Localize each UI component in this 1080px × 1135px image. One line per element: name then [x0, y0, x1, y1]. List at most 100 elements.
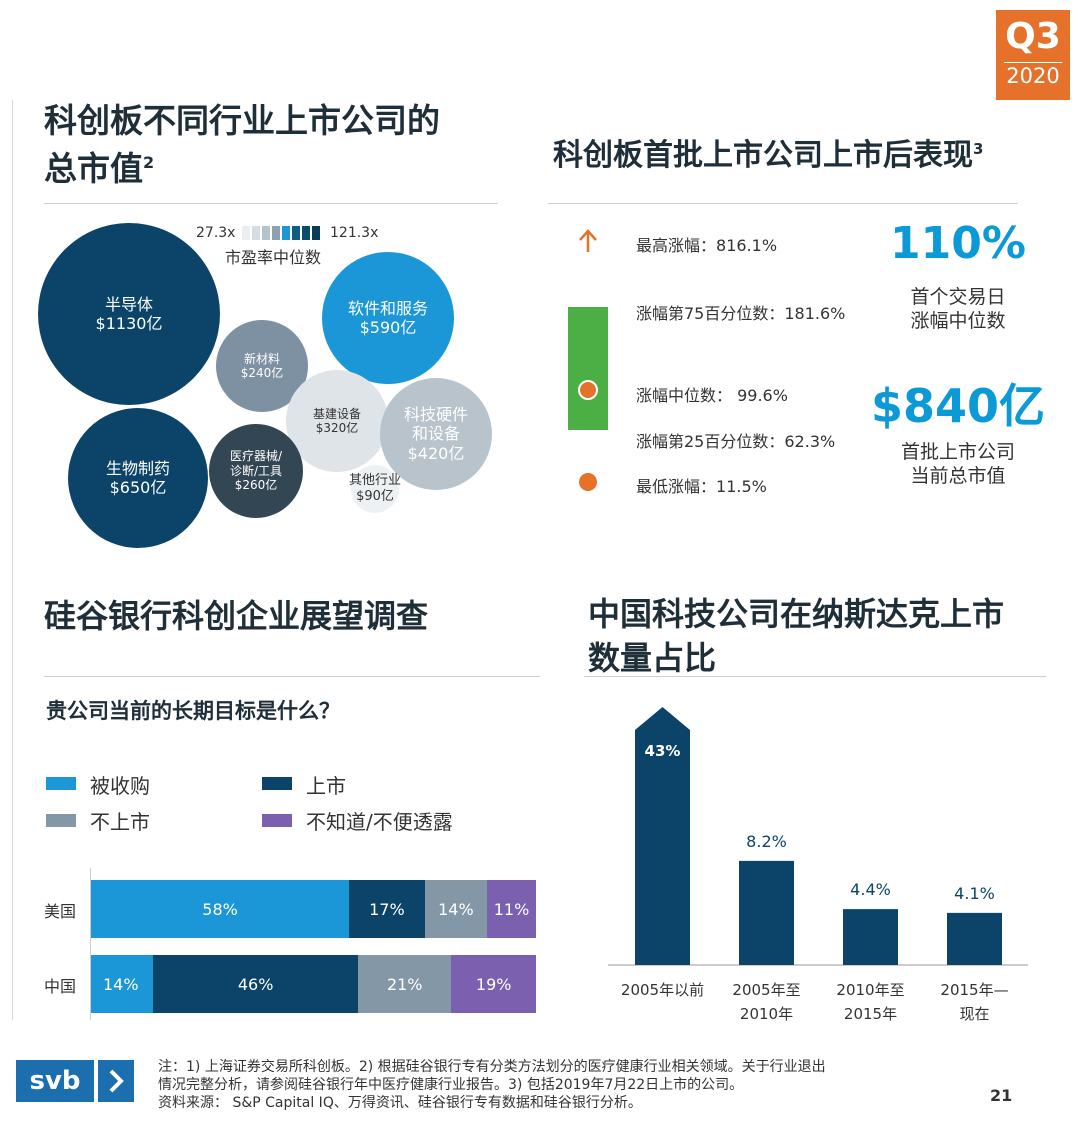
pe-swatch: [312, 226, 320, 240]
stacked-segment: 11%: [487, 880, 536, 938]
bubble-2: 软件和服务 $590亿: [322, 252, 454, 384]
column-bar: [739, 860, 794, 965]
stat-p25: 涨幅第25百分位数：62.3%: [636, 428, 835, 452]
section3-rule: [44, 676, 540, 677]
column-category-label: 2015年: [844, 1005, 897, 1023]
stat-p25-value: 62.3%: [784, 432, 836, 451]
bubble-8: 其他行业 $90亿: [349, 465, 401, 513]
kpi1-line2: 涨幅中位数: [910, 310, 1006, 332]
stat-max: 最高涨幅：816.1%: [636, 232, 777, 256]
stat-min-label: 最低涨幅：: [636, 477, 717, 496]
column-data-label: 8.2%: [746, 832, 787, 851]
up-arrow-icon: [579, 229, 597, 252]
stat-median-label: 涨幅中位数：: [636, 386, 733, 405]
bubble-1: 半导体 $1130亿: [38, 223, 220, 405]
stacked-segment: 14%: [424, 880, 488, 938]
pe-legend-max: 121.3x: [330, 225, 379, 241]
column-category-label: 2015年—: [940, 981, 1008, 999]
legend-swatch-unknown: [262, 814, 292, 827]
stat-median-value: 99.6%: [737, 386, 788, 405]
range-graphic: [568, 229, 608, 491]
section1-rule: [44, 203, 498, 204]
stacked-category-label: 美国: [44, 902, 77, 921]
bubble-value: $90亿: [356, 489, 394, 504]
section1-title-line2: 总市值: [44, 149, 143, 188]
bubble-value: $240亿: [240, 366, 284, 380]
section2-title: 科创板首批上市公司上市后表现3: [553, 128, 983, 177]
column-category-label: 2010年: [740, 1005, 793, 1023]
section1-title-sup: 2: [143, 153, 155, 172]
stat-p75-label: 涨幅第75百分位数：: [636, 304, 785, 323]
column-chart: 43% 2005年以前 8.2% 2005年至 2010年 4.4% 2010年至 2015年…: [608, 707, 1028, 1023]
bubble-value: $320亿: [315, 421, 359, 435]
kpi1-line1: 首个交易日: [910, 286, 1006, 308]
stacked-segment: 21%: [358, 955, 452, 1013]
stacked-axis-line: [90, 868, 91, 1020]
legend-label-unknown: 不知道/不便透露: [306, 810, 453, 834]
column-bar: [635, 707, 690, 965]
bubble-6: 生物制药 $650亿: [68, 408, 208, 548]
stacked-segment: 14%: [91, 955, 154, 1013]
bubble-label: 科技硬件: [403, 405, 468, 425]
legend-label-ipo: 上市: [306, 774, 346, 798]
stat-p75-value: 181.6%: [784, 304, 846, 323]
section2-title-text: 科创板首批上市公司上市后表现: [553, 138, 973, 173]
pe-swatch: [252, 226, 260, 240]
page-number: 21: [990, 1086, 1013, 1105]
section4-rule: [584, 676, 1046, 677]
pe-swatch: [302, 226, 310, 240]
kpi2-line1: 首批上市公司: [900, 441, 1015, 463]
pe-swatch: [292, 226, 300, 240]
section4-title-line2: 数量占比: [588, 639, 717, 677]
legend-swatch-private: [46, 814, 76, 827]
bubble-7: 医疗器械/诊断/工具 $260亿: [209, 424, 303, 518]
stat-max-label: 最高涨幅：: [636, 236, 717, 255]
bubble-value: $420亿: [407, 443, 465, 463]
section4-title-line1: 中国科技公司在纳斯达克上市: [588, 595, 1005, 633]
median-marker: [578, 380, 598, 400]
bubble-value: $650亿: [109, 478, 167, 497]
section2-title-sup: 3: [973, 140, 984, 158]
iqr-box: [568, 307, 608, 430]
badge-quarter: Q3: [1005, 16, 1061, 57]
legend-swatch-ipo: [262, 777, 292, 790]
pe-legend-min: 27.3x: [196, 225, 236, 241]
footer-notes: 注：1) 上海证券交易所科创板。2) 根据硅谷银行专有分类方法划分的医疗健康行业…: [158, 1058, 978, 1112]
left-divider: [12, 100, 13, 1020]
bubble-value: $1130亿: [95, 314, 163, 333]
pe-swatch: [272, 226, 280, 240]
kpi2-caption: 首批上市公司 当前总市值: [858, 440, 1058, 488]
section3-title: 硅谷银行科创企业展望调查: [44, 597, 429, 635]
kpi2-line2: 当前总市值: [910, 465, 1006, 487]
bubble-label: 半导体: [104, 294, 153, 314]
column-category-label: 2010年至: [836, 981, 904, 999]
bubble-label: 新材料: [243, 351, 280, 366]
section2-rule: [548, 203, 1018, 204]
pe-swatch: [282, 226, 290, 240]
section1-title-line1: 科创板不同行业上市公司的: [44, 101, 440, 140]
stat-max-value: 816.1%: [716, 236, 778, 255]
bubble-label: 和设备: [411, 424, 460, 444]
footer-note-line2: 情况完整分析，请参阅硅谷银行年中医疗健康行业报告。3) 包括2019年7月22日…: [158, 1077, 744, 1093]
section1-title-line2-wrap: 总市值2: [44, 142, 514, 190]
pe-swatch: [242, 226, 250, 240]
column-data-label: 4.1%: [954, 884, 995, 903]
kpi1-value: 110%: [890, 218, 1026, 269]
svb-logo: svb: [16, 1060, 136, 1102]
legend-label-private: 不上市: [90, 810, 150, 834]
bubble-value: $590亿: [359, 318, 417, 337]
stacked-segment: 58%: [91, 880, 350, 938]
footer-source: 资料来源： S&P Capital IQ、万得资讯、硅谷银行专有数据和硅谷银行分…: [158, 1095, 642, 1111]
min-marker: [579, 473, 597, 491]
column-bar: [843, 909, 898, 965]
bubble-value: $260亿: [234, 478, 278, 493]
stacked-category-label: 中国: [44, 977, 77, 996]
bubble-5: 科技硬件 和设备 $420亿: [380, 378, 492, 490]
quarter-badge: Q3 2020: [996, 10, 1070, 100]
bubble-label: 医疗器械/: [229, 449, 283, 464]
chevron-right-icon: [98, 1060, 134, 1102]
pe-legend-swatches: [242, 226, 320, 240]
svb-logo-text: svb: [16, 1060, 94, 1102]
stat-min-value: 11.5%: [716, 477, 767, 496]
column-data-label: 43%: [645, 742, 681, 760]
